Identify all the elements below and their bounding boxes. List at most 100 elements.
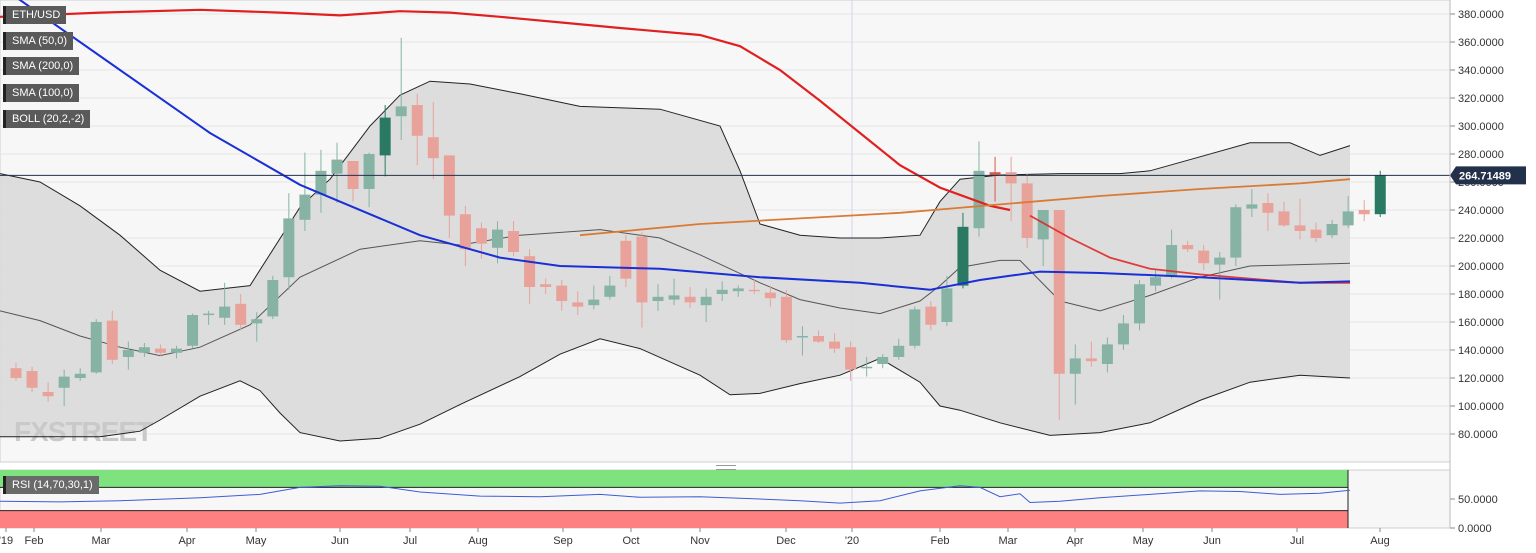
- candle-body: [267, 280, 279, 317]
- candle: [524, 249, 536, 304]
- legend-tag-sma50[interactable]: SMA (50,0): [3, 32, 74, 50]
- candle-body: [475, 228, 487, 244]
- y-tick-label: 360.0000: [1458, 37, 1504, 49]
- candle-body: [764, 292, 776, 299]
- candle-body: [10, 368, 22, 378]
- candle: [26, 366, 38, 392]
- candle: [315, 149, 327, 213]
- candle-body: [1085, 358, 1097, 362]
- legend-tag-ethusd[interactable]: ETH/USD: [3, 6, 67, 24]
- candle: [1326, 219, 1338, 238]
- candle: [508, 221, 520, 257]
- candle: [540, 278, 552, 294]
- candle-body: [1150, 277, 1162, 286]
- candle: [684, 287, 696, 308]
- candle: [588, 285, 600, 310]
- candle-body: [588, 299, 600, 306]
- candle-body: [1134, 284, 1145, 324]
- y-tick-label: 300.0000: [1458, 121, 1504, 133]
- candle: [700, 288, 712, 322]
- candle-body: [748, 289, 760, 292]
- candle: [187, 313, 199, 349]
- rsi-y-tick-label: 50.0000: [1458, 494, 1498, 506]
- candle: [780, 289, 792, 343]
- candle: [251, 312, 263, 342]
- candle: [893, 338, 905, 360]
- candle-body: [106, 320, 118, 360]
- x-tick-label: Jul: [1290, 535, 1304, 547]
- legend-tag-boll[interactable]: BOLL (20,2,-2): [3, 110, 91, 128]
- candle-body: [443, 155, 455, 216]
- candle-body: [283, 218, 295, 278]
- candle-body: [235, 303, 247, 325]
- candle: [427, 102, 439, 180]
- candle: [10, 362, 22, 381]
- candle: [909, 306, 921, 349]
- candle-body: [957, 226, 969, 286]
- candle: [331, 142, 343, 203]
- candle-body: [74, 373, 86, 378]
- pane-resize-handle[interactable]: [716, 465, 736, 470]
- candle: [459, 205, 471, 266]
- candle-body: [604, 285, 616, 297]
- candle: [732, 285, 744, 297]
- candle-body: [122, 350, 134, 357]
- candle-body: [90, 322, 102, 373]
- candle-body: [1053, 210, 1065, 374]
- candle-body: [925, 306, 937, 325]
- candle: [1101, 337, 1113, 373]
- candle-body: [668, 295, 680, 300]
- x-tick-label: Jun: [1203, 535, 1221, 547]
- candle: [1069, 344, 1081, 405]
- candle-body: [1198, 250, 1210, 264]
- x-tick-label: '20: [845, 535, 859, 547]
- candle: [299, 152, 311, 231]
- candle: [1230, 204, 1242, 266]
- candle-body: [1262, 203, 1274, 213]
- candle: [42, 382, 54, 402]
- candle-body: [700, 296, 712, 306]
- candle: [138, 343, 150, 357]
- legend-tag-sma200[interactable]: SMA (200,0): [3, 57, 80, 75]
- candle-body: [1358, 210, 1370, 215]
- candle: [1085, 341, 1097, 367]
- candle-body: [989, 172, 1001, 175]
- y-tick-label: 320.0000: [1458, 93, 1504, 105]
- candle: [1278, 201, 1290, 227]
- candle: [74, 368, 86, 381]
- candle: [1021, 173, 1033, 248]
- y-tick-label: 340.0000: [1458, 65, 1504, 77]
- candle-body: [331, 159, 343, 174]
- y-tick-label: 380.0000: [1458, 9, 1504, 21]
- rsi-legend-tag[interactable]: RSI (14,70,30,1): [3, 476, 99, 494]
- candle: [1005, 156, 1017, 222]
- candle: [941, 275, 953, 327]
- x-tick-label: Mar: [999, 535, 1018, 547]
- x-tick-label: Mar: [92, 535, 111, 547]
- candle-body: [459, 214, 471, 250]
- candle: [283, 193, 295, 290]
- candle-body: [1310, 229, 1322, 238]
- candle-body: [829, 341, 841, 349]
- x-tick-label: Oct: [622, 535, 639, 547]
- candle-body: [26, 371, 38, 388]
- candle-body: [780, 296, 792, 341]
- candle: [845, 341, 857, 381]
- legend-tag-sma100[interactable]: SMA (100,0): [3, 84, 80, 102]
- candle: [572, 291, 584, 315]
- candle: [363, 152, 375, 208]
- candle-body: [1021, 183, 1033, 238]
- candle-body: [1101, 344, 1113, 364]
- x-tick-label: Aug: [468, 535, 488, 547]
- candle: [973, 141, 985, 237]
- rsi-line: [0, 485, 1351, 504]
- y-tick-label: 120.0000: [1458, 373, 1504, 385]
- candle: [604, 275, 616, 300]
- candle: [1294, 198, 1306, 240]
- candle-body: [315, 170, 327, 195]
- candle-body: [219, 306, 231, 318]
- x-tick-label: Apr: [178, 535, 195, 547]
- y-tick-label: 80.0000: [1458, 429, 1498, 441]
- candle: [106, 310, 118, 364]
